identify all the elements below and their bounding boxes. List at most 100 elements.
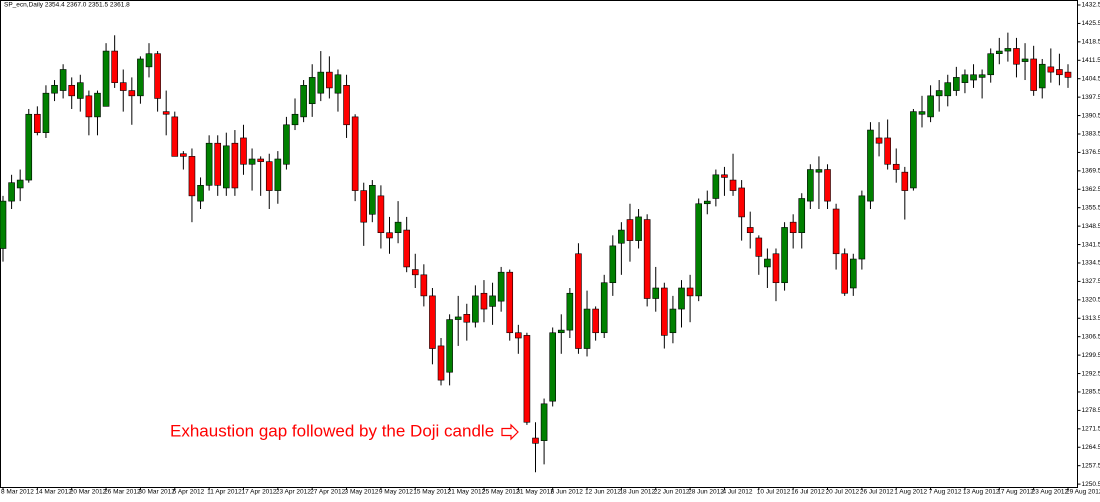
- candle-body: [747, 227, 753, 232]
- candle-body: [575, 254, 581, 349]
- candle-body: [567, 293, 573, 330]
- candle-body: [928, 96, 934, 117]
- y-tick-label: 1404.5: [1082, 75, 1100, 82]
- x-tick-label: 15 May 2012: [413, 489, 451, 496]
- y-tick-label: 1313.5: [1082, 315, 1100, 322]
- candle-body: [34, 114, 40, 132]
- candle-body: [275, 159, 281, 191]
- candle-body: [335, 75, 341, 93]
- candle-body: [541, 404, 547, 441]
- candle-body: [404, 230, 410, 267]
- candle-body: [799, 198, 805, 232]
- candle-body: [9, 183, 15, 201]
- y-tick-label: 1418.5: [1082, 39, 1100, 46]
- x-tick-label: 23 Apr 2012: [276, 489, 311, 496]
- y-tick-label: 1285.5: [1082, 389, 1100, 396]
- x-tick-label: 17 Aug 2012: [997, 489, 1034, 496]
- candle-body: [438, 346, 444, 380]
- candle-body: [524, 335, 530, 422]
- x-tick-label: 27 Apr 2012: [310, 489, 345, 496]
- y-tick-label: 1341.5: [1082, 241, 1100, 248]
- candle-body: [764, 259, 770, 267]
- candle-body: [515, 333, 521, 338]
- y-tick-label: 1264.5: [1082, 444, 1100, 451]
- candle-body: [807, 170, 813, 202]
- candle-body: [395, 222, 401, 233]
- candle-body: [1022, 59, 1028, 62]
- candle-body: [962, 75, 968, 83]
- candle-body: [971, 75, 977, 80]
- candle-body: [1031, 59, 1037, 91]
- y-tick-label: 1320.5: [1082, 297, 1100, 304]
- candle-body: [26, 114, 32, 180]
- candle-body: [945, 83, 951, 96]
- candle-body: [1005, 48, 1011, 51]
- x-tick-label: 17 Apr 2012: [241, 489, 276, 496]
- candle-body: [352, 117, 358, 191]
- candle-body: [292, 114, 298, 125]
- candle-body: [979, 75, 985, 78]
- candle-body: [481, 293, 487, 309]
- y-tick-label: 1390.5: [1082, 112, 1100, 119]
- candle-body: [644, 220, 650, 299]
- candle-body: [704, 201, 710, 204]
- candle-body: [919, 112, 925, 115]
- x-tick-label: 9 May 2012: [379, 489, 413, 496]
- y-tick-label: 1411.5: [1082, 57, 1100, 64]
- candle-body: [610, 246, 616, 283]
- candle-body: [198, 185, 204, 201]
- candle-body: [318, 72, 324, 93]
- y-tick-label: 1425.5: [1082, 20, 1100, 27]
- candle-body: [326, 72, 332, 88]
- y-tick-label: 1306.5: [1082, 333, 1100, 340]
- candle-body: [17, 180, 23, 188]
- candle-body: [52, 85, 58, 93]
- candle-body: [172, 117, 178, 156]
- candle-body: [953, 77, 959, 90]
- candle-body: [730, 180, 736, 191]
- candle-body: [558, 330, 564, 333]
- candle-body: [1048, 67, 1054, 72]
- candle-body: [816, 170, 822, 173]
- candle-body: [687, 288, 693, 296]
- x-tick-label: 14 Mar 2012: [35, 489, 72, 496]
- candle-body: [988, 54, 994, 75]
- candle-body: [232, 143, 238, 188]
- y-tick-label: 1250.5: [1082, 481, 1100, 488]
- candle-body: [103, 51, 109, 106]
- candle-body: [283, 125, 289, 164]
- x-tick-label: 18 Jun 2012: [619, 489, 655, 496]
- candle-body: [1039, 64, 1045, 88]
- plot-frame: [1, 1, 1078, 488]
- candle-body: [455, 317, 461, 320]
- x-tick-label: 26 Mar 2012: [104, 489, 141, 496]
- candle-body: [309, 77, 315, 103]
- candle-body: [1013, 48, 1019, 64]
- candle-body: [249, 159, 255, 164]
- candle-body: [386, 233, 392, 238]
- candle-body: [163, 112, 169, 115]
- candle-body: [670, 309, 676, 333]
- y-tick-label: 1292.5: [1082, 370, 1100, 377]
- candle-body: [490, 296, 496, 307]
- candle-body: [215, 143, 221, 185]
- x-tick-label: 22 Jun 2012: [654, 489, 690, 496]
- y-tick-label: 1376.5: [1082, 149, 1100, 156]
- candle-body: [180, 154, 186, 157]
- x-tick-label: 20 Mar 2012: [70, 489, 107, 496]
- x-tick-label: 28 Jun 2012: [688, 489, 724, 496]
- candle-body: [112, 51, 118, 83]
- candle-body: [369, 185, 375, 214]
- y-tick-label: 1327.5: [1082, 278, 1100, 285]
- candle-body: [533, 438, 539, 443]
- candle-body: [996, 51, 1002, 54]
- y-tick-label: 1432.5: [1082, 2, 1100, 9]
- x-tick-label: 25 May 2012: [482, 489, 520, 496]
- x-tick-label: 13 Aug 2012: [963, 489, 1000, 496]
- chart-title: SP_ecn,Daily 2354.4 2367.0 2351.5 2361.8: [4, 2, 130, 9]
- candle-body: [885, 138, 891, 164]
- candle-body: [447, 320, 453, 373]
- y-tick-label: 1278.5: [1082, 407, 1100, 414]
- y-tick-label: 1257.5: [1082, 462, 1100, 469]
